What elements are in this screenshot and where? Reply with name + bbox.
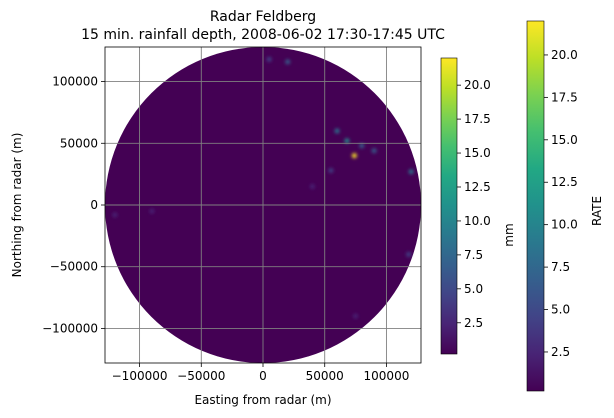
rain-cell xyxy=(406,251,412,257)
chart-title: Radar Feldberg xyxy=(210,9,316,25)
colorbar-tick-label: 7.5 xyxy=(551,260,570,274)
y-tick-label: −50000 xyxy=(50,260,98,274)
colorbar-tick-label: 5.0 xyxy=(464,282,483,296)
colorbar-tick-label: 20.0 xyxy=(551,48,578,62)
colorbar-tick-label: 15.0 xyxy=(551,133,578,147)
colorbar-tick-label: 17.5 xyxy=(464,112,491,126)
rain-cell xyxy=(328,167,334,174)
colorbar-tick-label: 2.5 xyxy=(551,345,570,359)
grid xyxy=(105,47,421,363)
x-axis-label: Easting from radar (m) xyxy=(194,393,331,407)
colorbar-rate: 2.5 5.0 7.5 10.0 12.5 15.0 17.5 20.0 RATE xyxy=(526,20,604,392)
rain-cell xyxy=(266,56,272,62)
x-tick-label: −100000 xyxy=(112,369,168,383)
y-tick-label: −100000 xyxy=(42,321,98,335)
rain-cell xyxy=(352,313,359,319)
y-axis: −100000 −50000 0 50000 100000 xyxy=(42,75,105,335)
colorbar-mm: 2.5 5.0 7.5 10.0 12.5 15.0 17.5 20.0 mm xyxy=(440,57,516,355)
rain-cell xyxy=(112,212,118,218)
colorbar-tick-label: 20.0 xyxy=(464,78,491,92)
x-tick-label: −50000 xyxy=(177,369,225,383)
rain-cell xyxy=(371,148,377,154)
chart-subtitle: 15 min. rainfall depth, 2008-06-02 17:30… xyxy=(81,27,445,43)
rain-cell xyxy=(359,143,365,149)
colorbar-tick-label: 10.0 xyxy=(464,214,491,228)
rain-cell xyxy=(149,208,155,214)
y-tick-label: 0 xyxy=(90,198,98,212)
colorbar-tick-label: 7.5 xyxy=(464,248,483,262)
rain-cell xyxy=(408,169,414,175)
x-tick-label: 50000 xyxy=(306,369,344,383)
rain-cell xyxy=(285,59,291,65)
y-tick-label: 50000 xyxy=(60,136,98,150)
x-axis: −100000 −50000 0 50000 100000 xyxy=(112,363,410,383)
colorbar-tick-label: 2.5 xyxy=(464,316,483,330)
rain-cell xyxy=(344,138,350,144)
colorbar-mm-gradient xyxy=(440,57,458,355)
colorbar-rate-label: RATE xyxy=(590,196,604,226)
colorbar-rate-gradient xyxy=(526,20,545,392)
y-tick-label: 100000 xyxy=(52,75,98,89)
colorbar-mm-label: mm xyxy=(502,223,516,246)
colorbar-tick-label: 15.0 xyxy=(464,146,491,160)
colorbar-tick-label: 12.5 xyxy=(464,180,491,194)
x-tick-label: 0 xyxy=(259,369,267,383)
x-tick-label: 100000 xyxy=(364,369,410,383)
rain-cell xyxy=(334,128,340,134)
colorbar-tick-label: 12.5 xyxy=(551,175,578,189)
rain-cell xyxy=(351,153,357,159)
colorbar-tick-label: 10.0 xyxy=(551,218,578,232)
rain-cell xyxy=(309,183,315,190)
colorbar-tick-label: 5.0 xyxy=(551,303,570,317)
y-axis-label: Northing from radar (m) xyxy=(10,133,24,278)
colorbar-tick-label: 17.5 xyxy=(551,90,578,104)
